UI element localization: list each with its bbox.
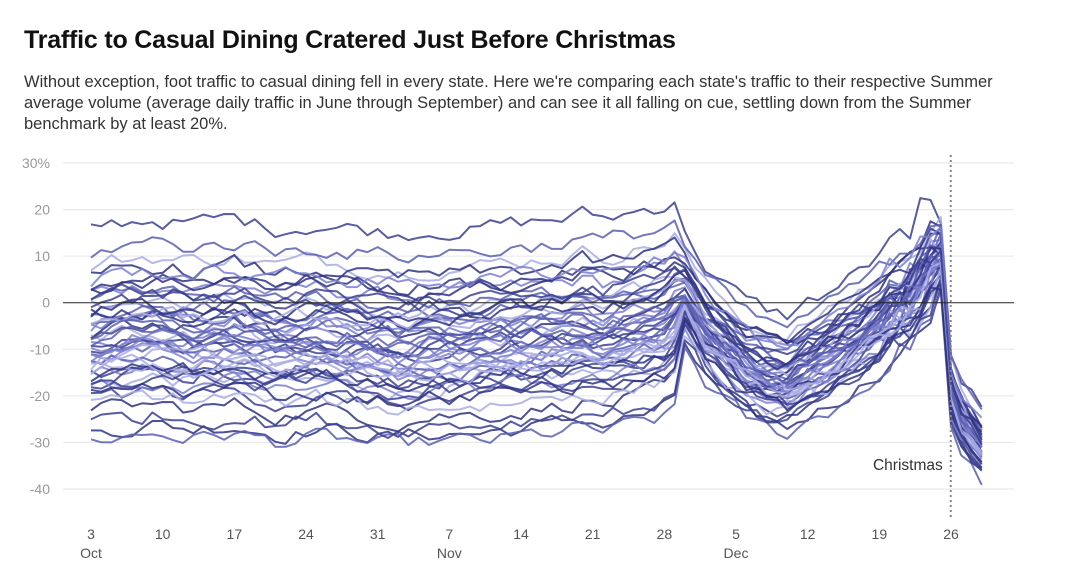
state-series-line (90, 277, 983, 472)
state-series-line (90, 242, 983, 448)
series-lines (90, 197, 983, 486)
y-tick-label: -20 (30, 388, 50, 404)
y-tick-label: -10 (30, 341, 50, 357)
x-tick-label: 24 (298, 526, 314, 542)
state-series-line (90, 249, 983, 446)
state-series-line (90, 219, 983, 411)
x-month-label: Oct (80, 545, 102, 561)
christmas-annotation: Christmas (873, 155, 952, 518)
state-series-line (90, 247, 983, 448)
x-month-label: Dec (724, 545, 749, 561)
x-tick-label: 3 (87, 526, 95, 542)
x-tick-label: 28 (657, 526, 673, 542)
state-series-line (90, 261, 983, 456)
state-series-line (90, 273, 983, 454)
chart-title: Traffic to Casual Dining Cratered Just B… (24, 26, 676, 54)
x-month-label: Nov (437, 545, 462, 561)
state-series-line (90, 197, 983, 408)
state-series-line (90, 262, 983, 448)
x-tick-label: 17 (227, 526, 243, 542)
state-series-line (90, 244, 983, 456)
state-series-line (90, 216, 983, 427)
x-tick-label: 5 (732, 526, 740, 542)
state-series-line (90, 280, 983, 469)
x-tick-label: 31 (370, 526, 386, 542)
x-tick-label: 26 (943, 526, 959, 542)
x-axis: 3 Oct 10 17 24 31 7 Nov 14 21 28 5 Dec 12 19 26 (80, 526, 959, 561)
y-tick-label: -40 (30, 481, 50, 497)
state-series-line (90, 224, 983, 435)
y-tick-label: 20 (34, 202, 50, 218)
y-tick-label: 10 (34, 248, 50, 264)
y-tick-label: 0 (42, 295, 50, 311)
state-series-line (90, 226, 983, 419)
chart-subtitle: Without exception, foot traffic to casua… (24, 73, 993, 133)
state-series-line (90, 269, 983, 454)
state-series-line (90, 286, 983, 463)
y-tick-label: 30% (22, 155, 50, 171)
x-tick-label: 14 (513, 526, 529, 542)
x-tick-label: 19 (872, 526, 888, 542)
state-series-line (90, 246, 983, 433)
x-tick-label: 7 (445, 526, 453, 542)
state-series-line (90, 261, 983, 442)
state-series-line (90, 254, 983, 446)
y-tick-label: -30 (30, 434, 50, 450)
state-series-line (90, 244, 983, 448)
state-series-line (90, 232, 983, 436)
x-tick-label: 21 (585, 526, 601, 542)
christmas-annotation-label: Christmas (873, 457, 943, 474)
x-tick-label: 12 (800, 526, 816, 542)
state-series-line (90, 290, 983, 486)
state-series-line (90, 264, 983, 453)
x-tick-label: 10 (155, 526, 171, 542)
state-series-line (90, 253, 983, 443)
y-axis: 30% 20 10 0 -10 -20 -30 -40 (22, 155, 50, 497)
